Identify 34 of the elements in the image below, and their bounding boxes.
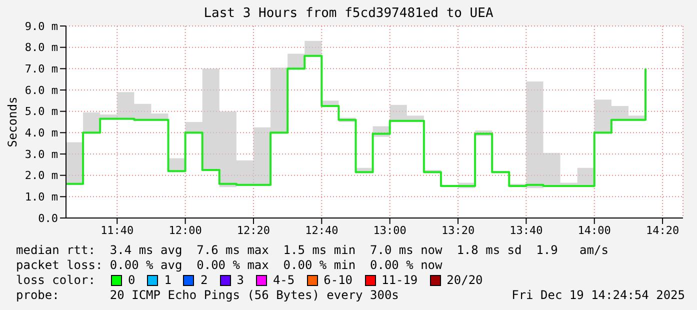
text: 3 — [236, 273, 244, 288]
x-tick-label: 12:40 — [305, 224, 338, 237]
y-tick-label: 9.0 m — [24, 20, 58, 33]
y-axis-title: Seconds — [5, 96, 20, 148]
x-tick-label: 14:00 — [578, 224, 611, 237]
text: median rtt: 3.4 ms avg 7.6 ms max 1.5 ms min 7.0 ms now 1.8 ms sd 1.9 am/s — [16, 243, 608, 258]
text: packet loss: 0.00 % avg 0.00 % max 0.00 % min 0.00 % now — [16, 258, 444, 273]
x-tick-label: 13:00 — [373, 224, 406, 237]
chart-title: Last 3 Hours from f5cd397481ed to UEA — [202, 6, 494, 21]
text: 1 — [164, 273, 172, 288]
x-tick-label: 11:40 — [100, 224, 134, 237]
x-tick-label: 13:40 — [510, 224, 543, 237]
y-tick-label: 1.0 m — [24, 190, 58, 204]
text: 0 — [128, 273, 136, 288]
text: loss color: — [16, 273, 96, 288]
text: 20/20 — [446, 273, 483, 288]
y-tick-label: 2.0 m — [24, 169, 58, 182]
x-tick-label: 12:00 — [168, 224, 202, 237]
text: Fri Dec 19 14:24:54 2025 — [512, 288, 685, 302]
y-tick-label: 7.0 m — [24, 62, 58, 76]
x-tick-label: 14:20 — [646, 224, 680, 237]
x-tick-label: 13:20 — [441, 224, 475, 237]
y-tick-label: 3.0 m — [24, 148, 58, 161]
y-tick-label: 0.0 — [38, 212, 58, 225]
text: 2 — [200, 273, 208, 288]
text: probe: 20 ICMP Echo Pings (56 Bytes) every 300s — [16, 288, 399, 302]
text: 11-19 — [382, 273, 418, 288]
y-tick-label: 4.0 m — [24, 126, 58, 140]
text: 4-5 — [272, 273, 295, 288]
y-tick-label: 5.0 m — [24, 105, 58, 118]
x-tick-label: 12:20 — [236, 224, 270, 237]
text: 6-10 — [324, 273, 353, 288]
y-tick-label: 6.0 m — [24, 84, 58, 97]
y-tick-label: 8.0 m — [24, 41, 58, 54]
